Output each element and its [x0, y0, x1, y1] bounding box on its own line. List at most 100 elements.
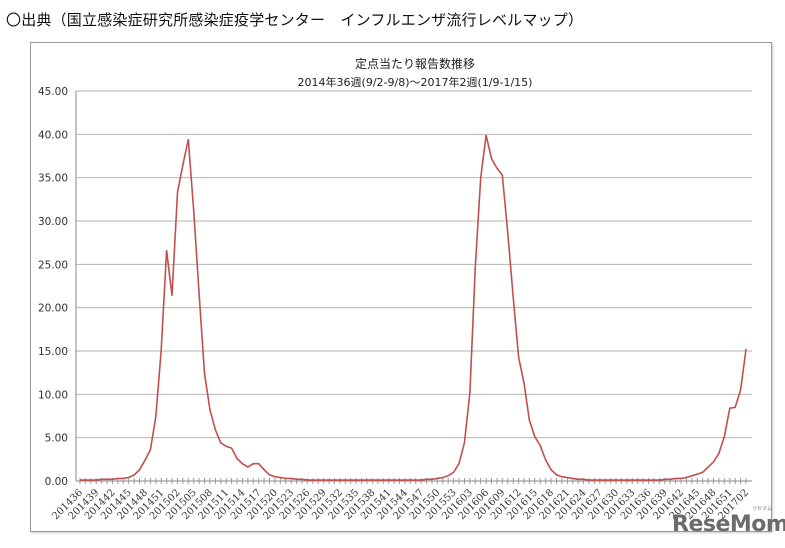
y-tick-label: 5.00 [45, 433, 68, 445]
y-tick-label: 40.00 [38, 129, 68, 141]
resemom-logo: ReseMom [672, 512, 785, 537]
data-point [539, 444, 541, 447]
data-point [203, 372, 206, 375]
data-point [393, 479, 395, 481]
data-point [371, 479, 373, 481]
data-point [328, 479, 330, 481]
data-point [485, 134, 487, 136]
data-point [745, 348, 747, 350]
data-point [734, 406, 736, 408]
data-point [626, 479, 628, 481]
data-point [176, 191, 179, 193]
data-point [507, 232, 509, 234]
y-tick-label: 30.00 [38, 216, 68, 228]
data-point [490, 158, 493, 160]
data-point [566, 476, 568, 479]
data-point [377, 479, 379, 481]
data-point [523, 382, 525, 384]
data-point [561, 476, 563, 478]
data-point [388, 479, 390, 481]
data-point [160, 349, 162, 351]
data-point [555, 474, 558, 476]
y-tick-label: 10.00 [38, 389, 68, 401]
gridlines [75, 90, 752, 482]
data-point [739, 389, 742, 391]
chart-title: 定点当たり報告数推移 [355, 56, 475, 71]
y-tick-label: 45.00 [38, 86, 68, 98]
data-points [79, 134, 747, 481]
data-point [101, 478, 103, 480]
data-point [366, 479, 368, 481]
data-point [599, 479, 601, 481]
data-point [182, 164, 184, 166]
data-point [528, 419, 531, 421]
data-point [268, 474, 271, 476]
data-point [463, 442, 466, 444]
data-point [550, 469, 552, 471]
data-point [669, 478, 671, 480]
data-point [729, 407, 731, 409]
data-point [106, 478, 108, 480]
data-point [582, 478, 585, 480]
data-point [653, 479, 655, 481]
data-point [702, 471, 704, 473]
data-point [620, 479, 623, 481]
data-point [685, 476, 688, 479]
data-point [664, 478, 666, 480]
data-point [680, 477, 682, 479]
chart-frame [30, 42, 772, 532]
data-point [545, 459, 547, 461]
data-point [350, 479, 352, 481]
resemom-logo-ruby: リセマム [752, 506, 773, 512]
data-point [409, 479, 411, 481]
data-point [166, 249, 168, 252]
data-point [453, 471, 455, 473]
data-point [231, 447, 233, 449]
series-line [80, 135, 747, 481]
data-point [501, 174, 503, 176]
data-point [355, 479, 357, 481]
data-point [615, 479, 617, 481]
data-point [631, 479, 633, 481]
data-point [496, 167, 498, 169]
data-point [247, 466, 249, 468]
data-point [236, 457, 238, 460]
data-point [696, 473, 698, 475]
data-point [458, 463, 460, 465]
data-point [675, 477, 677, 479]
data-point [642, 479, 644, 481]
data-point [111, 478, 114, 480]
data-point [138, 469, 141, 471]
data-point [610, 479, 612, 481]
data-point [572, 477, 574, 479]
data-point [295, 478, 298, 480]
data-point [512, 296, 514, 298]
data-point [285, 477, 287, 479]
y-tick-label: 0.00 [45, 476, 68, 488]
data-point [312, 479, 314, 481]
data-point [431, 478, 433, 480]
y-axis-tick-labels: 0.00 5.00 10.00 15.00 20.00 25.00 30.00 35.00 40… [38, 86, 68, 488]
data-point [517, 356, 520, 358]
data-point [404, 479, 406, 481]
y-tick-label: 20.00 [38, 303, 68, 315]
data-point [398, 479, 401, 481]
data-point [447, 475, 449, 477]
data-point [171, 294, 173, 297]
y-tick-label: 25.00 [38, 259, 68, 271]
data-point [122, 477, 124, 479]
data-point [95, 479, 97, 481]
data-point [691, 475, 693, 477]
data-point [252, 463, 254, 465]
data-point [360, 479, 363, 481]
data-point [279, 476, 281, 479]
data-point [220, 442, 222, 444]
data-point [323, 479, 325, 481]
data-point [425, 478, 428, 480]
data-point [290, 477, 292, 479]
data-point [214, 429, 216, 431]
data-point [84, 479, 87, 481]
data-point [187, 138, 189, 141]
data-point [117, 477, 119, 479]
